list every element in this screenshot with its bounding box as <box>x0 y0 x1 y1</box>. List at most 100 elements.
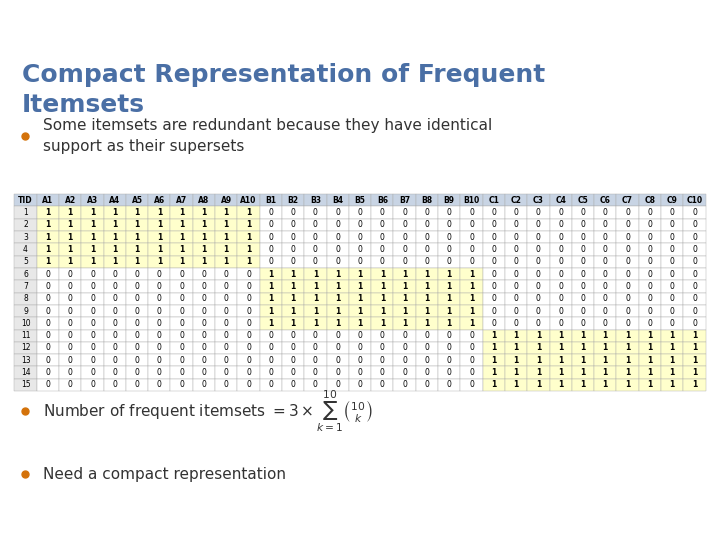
Text: 1: 1 <box>157 208 162 217</box>
FancyBboxPatch shape <box>393 342 415 354</box>
Text: C10: C10 <box>686 196 703 205</box>
FancyBboxPatch shape <box>37 231 59 244</box>
Text: 0: 0 <box>45 307 50 315</box>
Text: 0: 0 <box>179 343 184 353</box>
Text: 0: 0 <box>224 331 229 340</box>
Text: 1: 1 <box>379 307 385 315</box>
FancyBboxPatch shape <box>460 255 482 268</box>
FancyBboxPatch shape <box>14 280 37 293</box>
Text: 0: 0 <box>135 380 140 389</box>
Text: 0: 0 <box>469 220 474 230</box>
Text: A4: A4 <box>109 196 120 205</box>
Text: B2: B2 <box>287 196 299 205</box>
Text: 0: 0 <box>469 368 474 377</box>
FancyBboxPatch shape <box>193 280 215 293</box>
Text: 1: 1 <box>446 269 452 279</box>
FancyBboxPatch shape <box>371 305 393 317</box>
Text: 1: 1 <box>625 331 630 340</box>
Text: 0: 0 <box>246 282 251 291</box>
FancyBboxPatch shape <box>193 342 215 354</box>
FancyBboxPatch shape <box>393 280 415 293</box>
Text: 1: 1 <box>402 282 408 291</box>
Text: 1: 1 <box>45 258 50 266</box>
Text: 1: 1 <box>179 220 184 230</box>
FancyBboxPatch shape <box>438 280 460 293</box>
FancyBboxPatch shape <box>482 293 505 305</box>
FancyBboxPatch shape <box>482 206 505 219</box>
FancyBboxPatch shape <box>171 342 193 354</box>
Text: 1: 1 <box>45 220 50 230</box>
FancyBboxPatch shape <box>616 219 639 231</box>
Text: 0: 0 <box>491 245 496 254</box>
Text: 1: 1 <box>224 208 229 217</box>
FancyBboxPatch shape <box>505 379 527 391</box>
Text: 0: 0 <box>313 258 318 266</box>
FancyBboxPatch shape <box>81 268 104 280</box>
FancyBboxPatch shape <box>37 219 59 231</box>
Text: 0: 0 <box>580 258 585 266</box>
Text: 1: 1 <box>112 220 117 230</box>
Text: 0: 0 <box>425 356 429 365</box>
Text: 0: 0 <box>246 368 251 377</box>
FancyBboxPatch shape <box>505 367 527 379</box>
Text: 0: 0 <box>246 319 251 328</box>
FancyBboxPatch shape <box>349 354 371 367</box>
FancyBboxPatch shape <box>527 305 549 317</box>
Text: 1: 1 <box>446 307 452 315</box>
FancyBboxPatch shape <box>104 280 126 293</box>
FancyBboxPatch shape <box>415 354 438 367</box>
FancyBboxPatch shape <box>171 354 193 367</box>
Text: 0: 0 <box>647 233 652 242</box>
Text: 1: 1 <box>112 245 117 254</box>
Text: 0: 0 <box>246 356 251 365</box>
Text: 0: 0 <box>358 356 362 365</box>
FancyBboxPatch shape <box>683 305 706 317</box>
Text: 1: 1 <box>379 282 385 291</box>
Text: 1: 1 <box>45 208 50 217</box>
FancyBboxPatch shape <box>148 329 171 342</box>
FancyBboxPatch shape <box>126 219 148 231</box>
Text: 1: 1 <box>135 208 140 217</box>
Text: 0: 0 <box>157 368 162 377</box>
Text: 0: 0 <box>358 233 362 242</box>
Text: 0: 0 <box>491 319 496 328</box>
Text: 1: 1 <box>402 319 408 328</box>
Text: 8: 8 <box>23 294 28 303</box>
Text: 1: 1 <box>357 319 363 328</box>
FancyBboxPatch shape <box>639 194 661 206</box>
FancyBboxPatch shape <box>616 206 639 219</box>
Text: 0: 0 <box>446 220 451 230</box>
Text: 0: 0 <box>291 208 295 217</box>
FancyBboxPatch shape <box>126 293 148 305</box>
FancyBboxPatch shape <box>238 255 260 268</box>
Text: 0: 0 <box>112 380 117 389</box>
Text: 0: 0 <box>336 220 340 230</box>
FancyBboxPatch shape <box>371 317 393 329</box>
FancyBboxPatch shape <box>327 206 349 219</box>
FancyBboxPatch shape <box>393 206 415 219</box>
FancyBboxPatch shape <box>572 255 594 268</box>
Text: 0: 0 <box>45 368 50 377</box>
Text: 0: 0 <box>580 208 585 217</box>
Text: Some itemsets are redundant because they have identical
support as their superse: Some itemsets are redundant because they… <box>43 118 492 154</box>
Text: 0: 0 <box>558 233 563 242</box>
FancyBboxPatch shape <box>639 317 661 329</box>
Text: 0: 0 <box>135 368 140 377</box>
Text: 0: 0 <box>380 331 384 340</box>
FancyBboxPatch shape <box>482 255 505 268</box>
FancyBboxPatch shape <box>616 379 639 391</box>
Text: 0: 0 <box>491 294 496 303</box>
Text: 1: 1 <box>290 282 296 291</box>
Text: 1: 1 <box>157 233 162 242</box>
FancyBboxPatch shape <box>371 255 393 268</box>
Text: 0: 0 <box>224 380 229 389</box>
Text: 0: 0 <box>336 343 340 353</box>
Text: 0: 0 <box>157 331 162 340</box>
FancyBboxPatch shape <box>639 305 661 317</box>
Text: 1: 1 <box>491 380 496 389</box>
Text: 1: 1 <box>23 208 28 217</box>
FancyBboxPatch shape <box>238 305 260 317</box>
FancyBboxPatch shape <box>81 255 104 268</box>
FancyBboxPatch shape <box>661 367 683 379</box>
Text: 0: 0 <box>513 220 518 230</box>
